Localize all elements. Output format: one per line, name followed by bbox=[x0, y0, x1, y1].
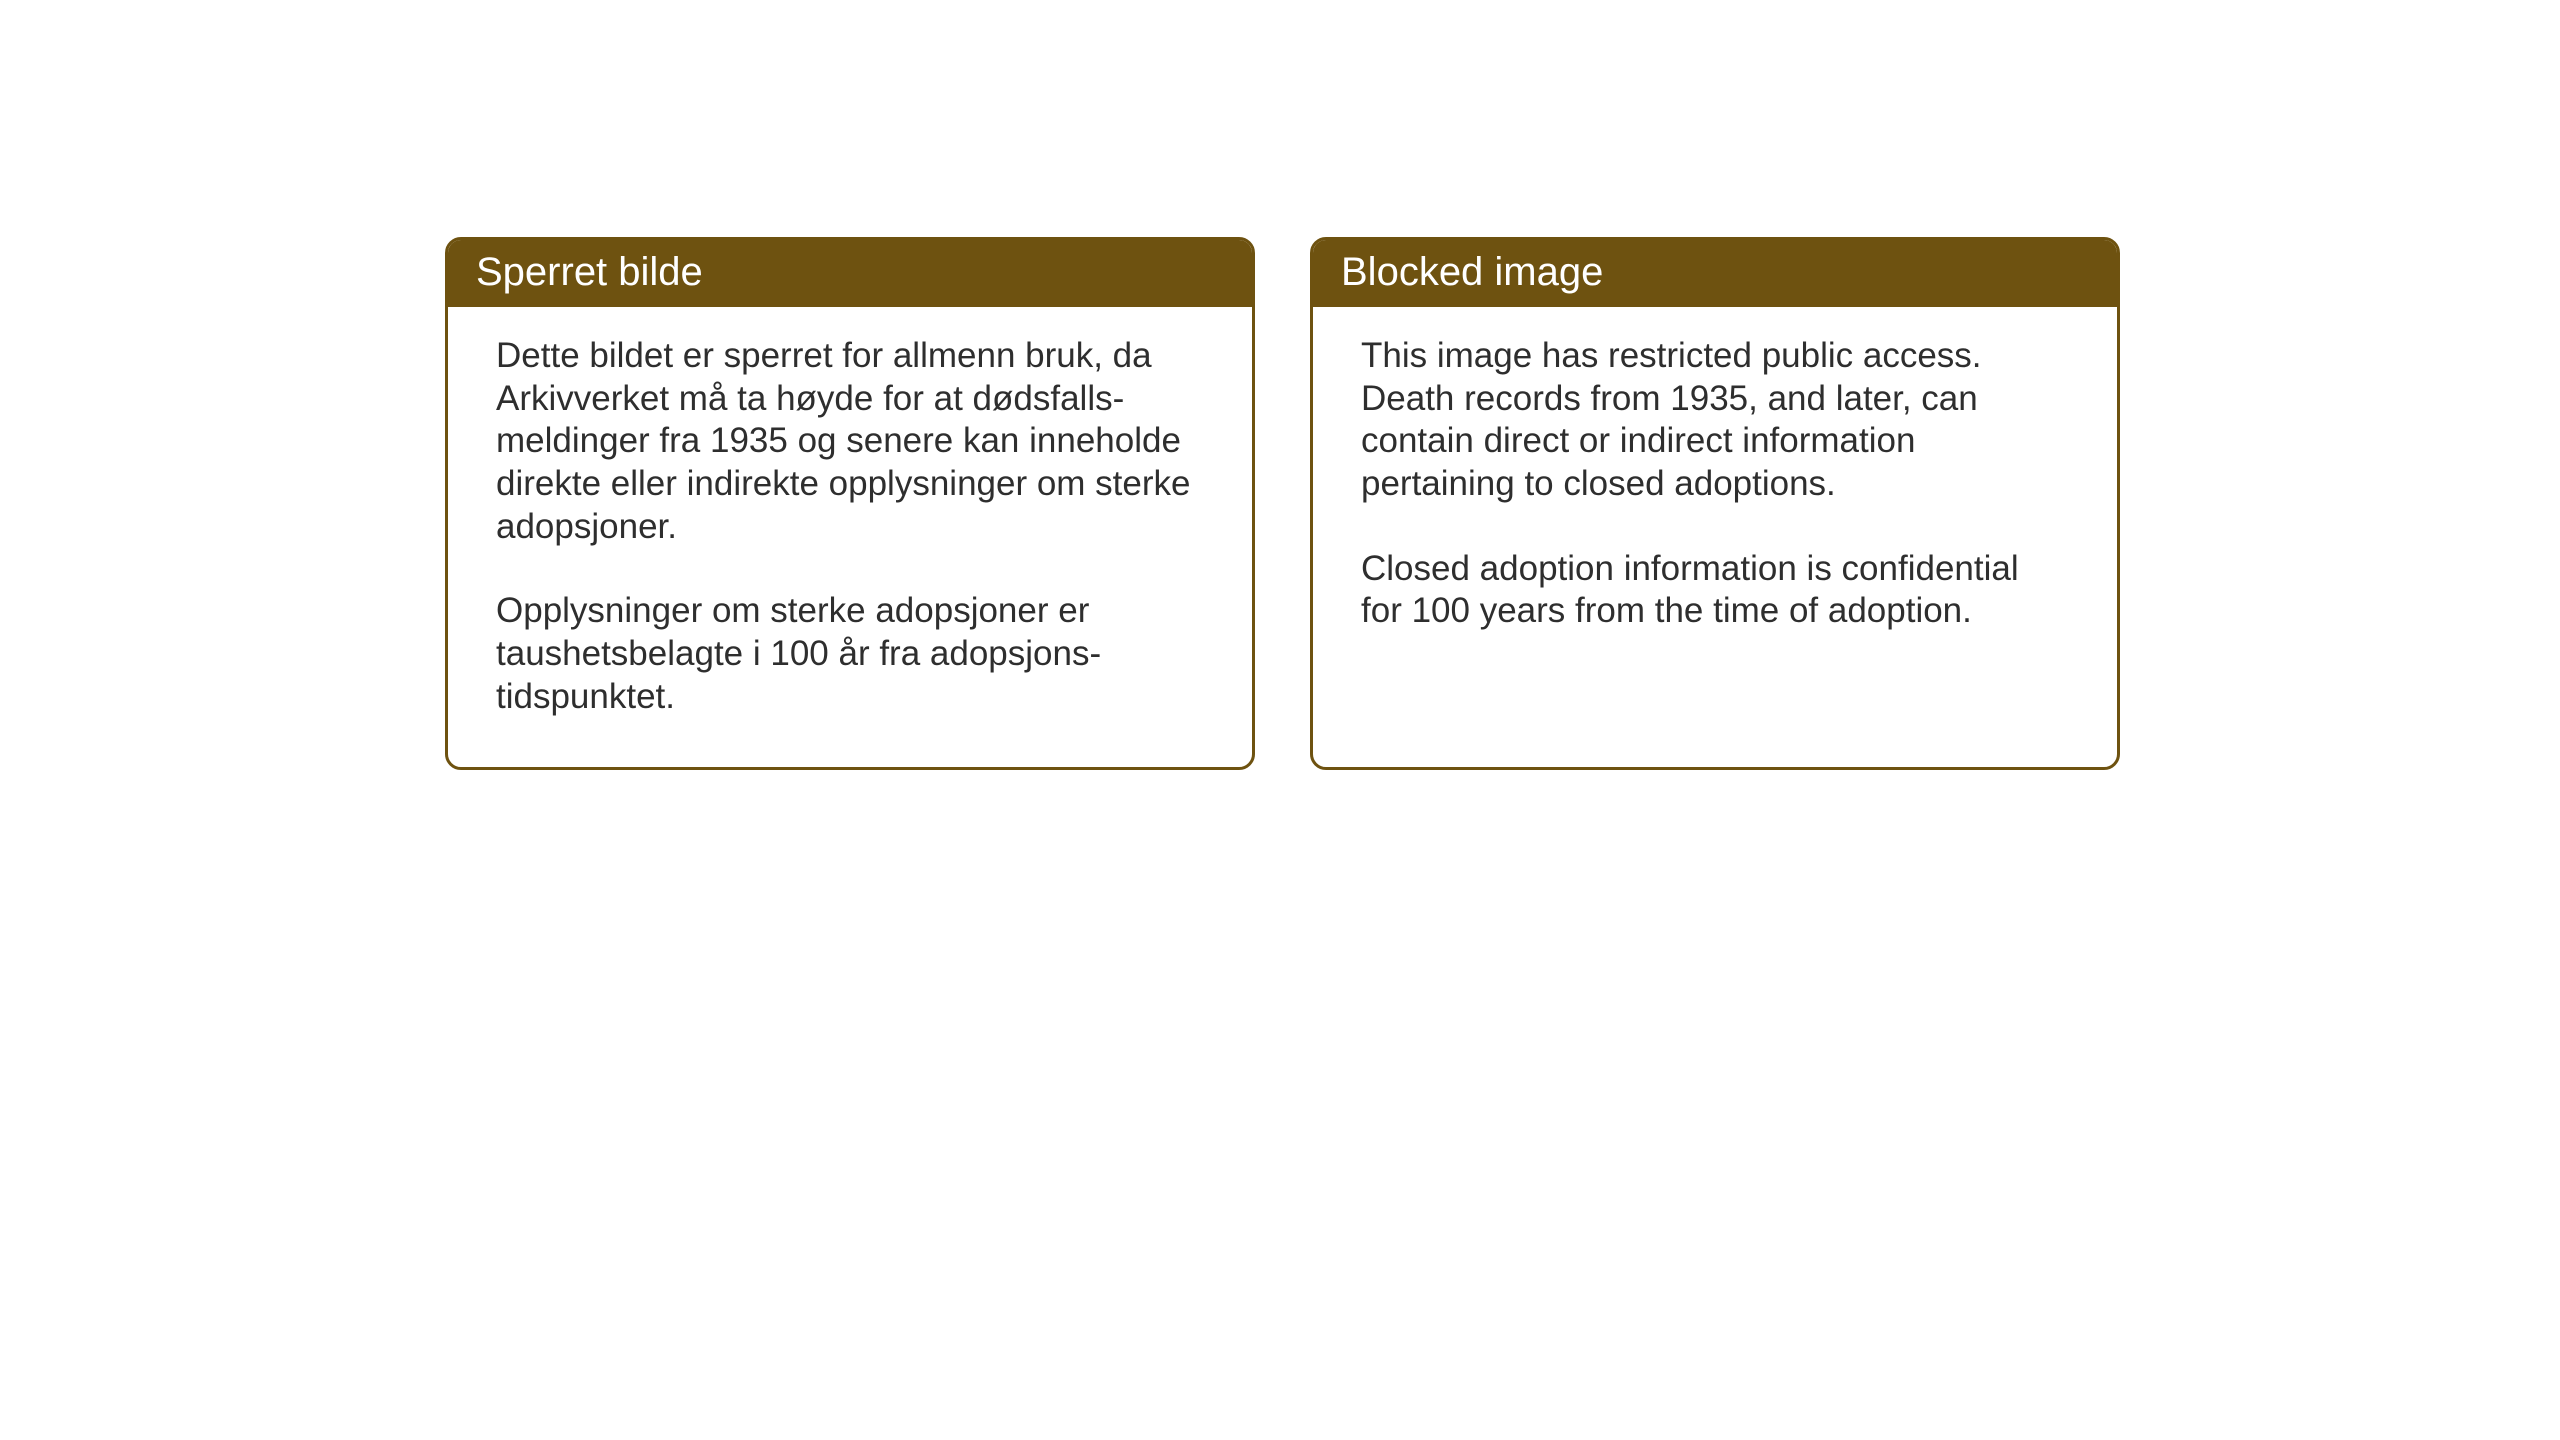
card-paragraph-2-english: Closed adoption information is confident… bbox=[1361, 548, 2069, 633]
notice-card-norwegian: Sperret bilde Dette bildet er sperret fo… bbox=[445, 237, 1255, 770]
card-title-norwegian: Sperret bilde bbox=[448, 240, 1252, 307]
notice-card-english: Blocked image This image has restricted … bbox=[1310, 237, 2120, 770]
card-body-norwegian: Dette bildet er sperret for allmenn bruk… bbox=[448, 307, 1252, 767]
card-paragraph-2-norwegian: Opplysninger om sterke adopsjoner er tau… bbox=[496, 590, 1204, 718]
card-title-english: Blocked image bbox=[1313, 240, 2117, 307]
card-paragraph-1-english: This image has restricted public access.… bbox=[1361, 335, 2069, 506]
notice-container: Sperret bilde Dette bildet er sperret fo… bbox=[445, 237, 2120, 770]
card-paragraph-1-norwegian: Dette bildet er sperret for allmenn bruk… bbox=[496, 335, 1204, 548]
card-body-english: This image has restricted public access.… bbox=[1313, 307, 2117, 763]
